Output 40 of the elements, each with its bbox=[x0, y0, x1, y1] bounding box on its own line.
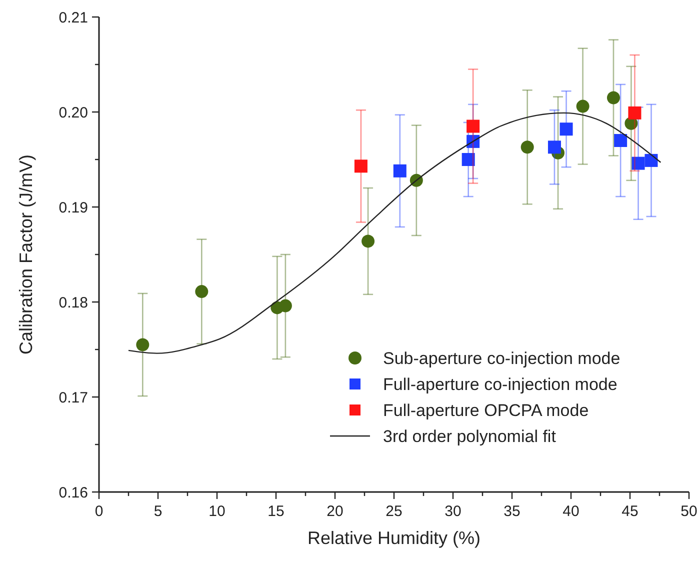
point bbox=[606, 91, 620, 104]
point bbox=[462, 153, 475, 166]
y-axis-title: Calibration Factor (J/mV) bbox=[16, 154, 36, 355]
x-tick-label: 15 bbox=[268, 503, 284, 520]
point bbox=[278, 299, 292, 312]
x-tick-label: 20 bbox=[326, 503, 344, 520]
y-tick-label: 0.17 bbox=[58, 389, 88, 406]
point bbox=[576, 100, 590, 113]
y-tick-label: 0.18 bbox=[58, 294, 88, 312]
legend-label: Sub-aperture co-injection mode bbox=[383, 348, 620, 368]
legend-label: Full-aperture OPCPA mode bbox=[383, 400, 589, 420]
x-tick-label: 50 bbox=[680, 503, 698, 520]
x-tick-label: 0 bbox=[94, 503, 104, 520]
x-tick-label: 10 bbox=[208, 503, 226, 520]
point bbox=[362, 234, 375, 248]
point bbox=[520, 140, 534, 154]
x-tick-label: 25 bbox=[386, 503, 402, 520]
legend-label: 3rd order polynomial fit bbox=[383, 426, 556, 446]
x-tick-label: 40 bbox=[562, 503, 580, 520]
y-tick-label: 0.16 bbox=[58, 484, 88, 502]
legend-label: Full-aperture co-injection mode bbox=[383, 374, 618, 394]
point bbox=[195, 285, 208, 298]
x-tick-label: 5 bbox=[154, 503, 162, 520]
x-tick-label: 35 bbox=[504, 503, 520, 520]
point bbox=[548, 140, 561, 154]
x-tick-label: 45 bbox=[622, 503, 638, 520]
point bbox=[560, 122, 573, 136]
point bbox=[466, 120, 480, 133]
point bbox=[632, 156, 645, 170]
y-tick-label: 0.20 bbox=[58, 104, 88, 122]
point bbox=[644, 154, 658, 167]
point bbox=[393, 164, 406, 178]
point bbox=[628, 106, 642, 120]
point bbox=[136, 338, 150, 352]
y-tick-label: 0.19 bbox=[58, 199, 88, 216]
x-tick-label: 30 bbox=[444, 503, 462, 520]
point bbox=[354, 160, 368, 173]
x-axis-title: Relative Humidity (%) bbox=[307, 528, 481, 548]
point bbox=[614, 134, 628, 147]
y-tick-label: 0.21 bbox=[58, 9, 88, 26]
